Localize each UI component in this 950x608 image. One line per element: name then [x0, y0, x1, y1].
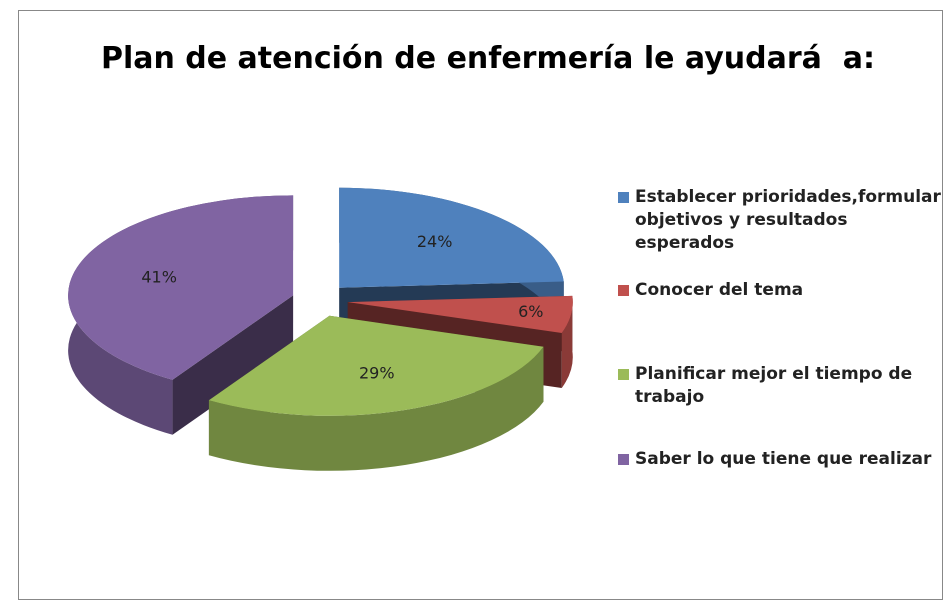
slice — [208, 315, 544, 416]
slice-side — [208, 346, 544, 471]
legend-swatch — [618, 285, 629, 296]
chart-title: Plan de atención de enfermería le ayudar… — [101, 41, 875, 76]
slice-side — [172, 295, 294, 435]
legend-item: Conocer del tema — [618, 279, 948, 302]
legend-label: Saber lo que tiene que realizar — [635, 449, 932, 469]
data-label: 29% — [359, 364, 395, 383]
data-label: 24% — [417, 232, 453, 251]
legend-item: Establecer prioridades,formular objetivo… — [618, 186, 948, 255]
legend-swatch — [618, 454, 629, 465]
slice-side — [561, 295, 573, 389]
legend-label: Planificar mejor el tiempo de trabajo — [635, 364, 913, 407]
slice — [339, 187, 564, 288]
slice — [68, 195, 294, 380]
legend-label: Establecer prioridades,formular objetivo… — [635, 187, 941, 253]
slice — [347, 295, 573, 334]
legend-swatch — [618, 369, 629, 380]
legend-item: Saber lo que tiene que realizar — [618, 448, 948, 471]
legend-item: Planificar mejor el tiempo de trabajo — [618, 363, 948, 409]
legend-swatch — [618, 192, 629, 203]
data-label: 41% — [141, 268, 177, 287]
data-label: 6% — [518, 302, 543, 321]
slice: 29% — [208, 315, 544, 471]
frame — [18, 10, 943, 600]
slice: 41% — [68, 195, 294, 435]
legend-label: Conocer del tema — [635, 280, 804, 300]
